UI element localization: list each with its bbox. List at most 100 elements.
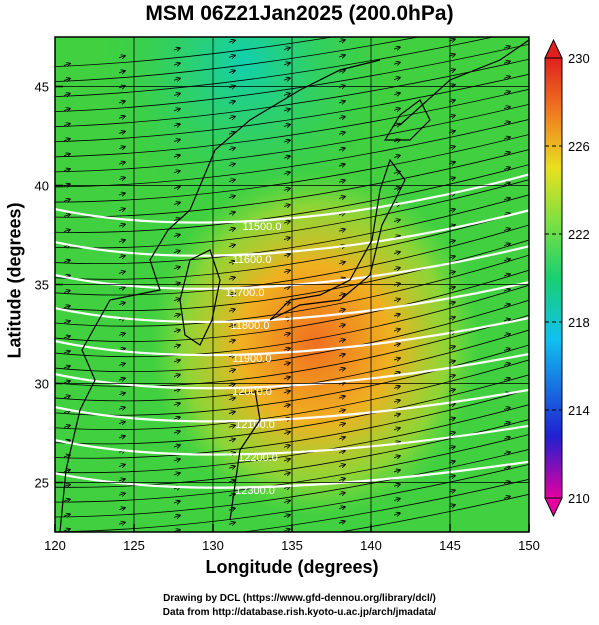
- wind-arrow: [228, 439, 235, 441]
- wind-arrow: [228, 117, 235, 119]
- wind-arrow: [118, 131, 125, 133]
- wind-arrow: [283, 63, 290, 65]
- wind-arrow: [393, 513, 400, 515]
- wind-streamline: [338, 493, 529, 532]
- colorbar-tick-label: 230: [568, 51, 590, 66]
- wind-arrow: [173, 63, 180, 65]
- height-contours: 11500.0 11600.0 11700.0 11800.0 11900.0 12000…: [55, 173, 529, 497]
- wind-arrow: [338, 339, 345, 341]
- wind-arrow: [63, 396, 70, 398]
- wind-streamline: [55, 73, 529, 143]
- wind-arrow: [173, 109, 180, 111]
- wind-arrow: [283, 93, 290, 95]
- wind-arrow: [283, 377, 290, 379]
- wind-arrow: [63, 63, 70, 65]
- y-tick-label: 35: [35, 278, 49, 293]
- wind-arrow: [63, 529, 70, 531]
- wind-arrow: [228, 101, 235, 103]
- wind-arrow: [228, 384, 235, 386]
- wind-arrow: [449, 9, 455, 11]
- contour-label: 11500.0: [243, 221, 282, 233]
- wind-arrow: [228, 293, 235, 295]
- wind-arrow: [63, 169, 70, 171]
- credit-line-2: Data from http://database.rish.kyoto-u.a…: [162, 607, 437, 618]
- wind-arrow: [63, 351, 70, 353]
- wind-arrow: [118, 178, 125, 180]
- wind-arrow: [338, 493, 345, 495]
- wind-arrow: [118, 422, 125, 424]
- wind-arrow: [283, 156, 290, 158]
- wind-arrow: [63, 321, 70, 323]
- wind-arrow: [228, 228, 235, 230]
- wind-arrow: [118, 101, 125, 103]
- wind-arrow: [118, 271, 125, 273]
- wind-arrow: [503, 183, 510, 185]
- wind-arrow: [173, 459, 180, 461]
- wind-streamline: [55, 194, 529, 265]
- y-axis: 25 30 35 40 45: [35, 80, 63, 491]
- wind-arrow: [338, 368, 345, 370]
- wind-arrow: [173, 218, 180, 220]
- wind-arrow: [63, 425, 70, 427]
- wind-arrow: [228, 325, 235, 327]
- y-tick-label: 30: [35, 377, 49, 392]
- wind-arrow: [63, 109, 70, 111]
- wind-arrow: [393, 428, 400, 430]
- wind-arrow: [283, 459, 290, 461]
- wind-streamline: [55, 329, 529, 402]
- wind-arrow: [503, 334, 510, 336]
- wind-arrow: [503, 349, 510, 351]
- wind-arrow: [63, 499, 70, 501]
- wind-arrow: [173, 445, 180, 447]
- wind-arrow: [503, 422, 510, 424]
- wind-arrow: [173, 417, 180, 419]
- wind-arrow: [118, 333, 125, 335]
- x-tick-label: 135: [281, 538, 303, 553]
- wind-arrow: [283, 363, 290, 365]
- wind-arrow: [338, 132, 345, 134]
- wind-arrow: [503, 408, 510, 410]
- wind-streamline: [55, 463, 529, 532]
- wind-arrow: [503, 274, 510, 276]
- wind-arrow: [503, 137, 510, 139]
- wind-arrow: [338, 423, 345, 425]
- wind-arrow: [63, 381, 70, 383]
- wind-arrow: [118, 522, 125, 524]
- wind-arrow: [283, 287, 290, 289]
- wind-arrow: [338, 354, 345, 356]
- wind-arrow: [393, 299, 400, 301]
- wind-arrow: [394, 17, 400, 19]
- wind-arrow: [173, 360, 180, 362]
- wind-arrow: [173, 202, 180, 204]
- wind-arrow: [173, 48, 180, 50]
- wind-arrow: [283, 78, 290, 80]
- wind-streamline: [55, 37, 495, 98]
- wind-arrow: [118, 287, 125, 289]
- wind-arrow: [118, 256, 125, 258]
- contour-label: 11600.0: [233, 254, 272, 266]
- wind-arrow: [174, 544, 180, 546]
- wind-streamline: [55, 389, 529, 459]
- wind-arrow: [503, 107, 510, 109]
- wind-arrow: [283, 140, 290, 142]
- wind-streamline: [55, 103, 529, 173]
- x-axis: 120 125 130 135 140 145 150: [44, 524, 540, 553]
- wind-streamline: [55, 449, 529, 518]
- gridlines: [55, 37, 529, 532]
- wind-arrow: [228, 309, 235, 311]
- wind-arrow: [338, 465, 345, 467]
- wind-streamline: [55, 43, 529, 113]
- wind-arrow: [283, 254, 290, 256]
- wind-arrow: [338, 229, 345, 231]
- x-tick-label: 140: [360, 538, 382, 553]
- wind-arrow: [118, 479, 125, 481]
- wind-arrow: [503, 244, 510, 246]
- wind-arrow: [338, 262, 345, 264]
- wind-arrow: [393, 499, 400, 501]
- wind-arrow: [339, 25, 345, 27]
- wind-arrow: [503, 319, 510, 321]
- colorbar-tick-label: 218: [568, 315, 590, 330]
- wind-streamline: [55, 164, 529, 233]
- coastlines: [59, 39, 529, 532]
